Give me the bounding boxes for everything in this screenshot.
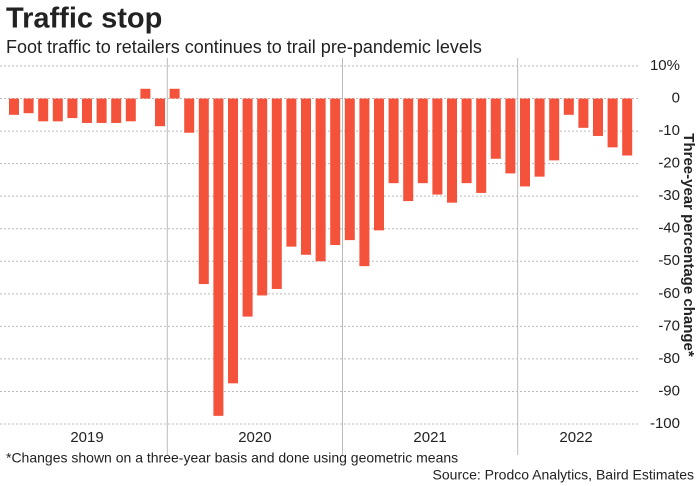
x-group-label: 2021 <box>413 429 446 446</box>
bar <box>330 98 341 245</box>
y-tick-label: -20 <box>658 155 680 172</box>
bar <box>520 98 530 187</box>
bar <box>52 98 63 122</box>
bar <box>155 98 165 127</box>
bar <box>461 98 472 184</box>
bar <box>140 88 151 99</box>
bar <box>301 98 311 255</box>
bar <box>490 98 501 159</box>
bar <box>534 98 545 177</box>
bar <box>23 98 34 114</box>
bar <box>344 98 355 241</box>
bar <box>417 98 428 184</box>
bar <box>213 98 224 416</box>
bar <box>505 98 516 174</box>
y-tick-label: -90 <box>658 382 680 399</box>
bar <box>125 98 136 122</box>
bar <box>67 98 78 119</box>
bar <box>96 98 107 123</box>
bar <box>432 98 443 195</box>
bar <box>359 98 370 267</box>
y-tick-label: -10 <box>658 122 680 139</box>
y-tick-label: -100 <box>650 415 680 432</box>
y-tick-label: 0 <box>672 90 680 107</box>
bar <box>38 98 49 122</box>
bar <box>315 98 326 262</box>
x-group-label: 2019 <box>70 429 103 446</box>
bar <box>563 98 574 115</box>
bar <box>374 98 384 231</box>
bar <box>111 98 122 123</box>
footnote: *Changes shown on a three-year basis and… <box>6 450 458 466</box>
bar <box>198 98 209 285</box>
y-tick-label: -50 <box>658 252 680 269</box>
bar <box>184 98 195 133</box>
bar <box>169 88 180 99</box>
x-group-label: 2022 <box>559 429 592 446</box>
chart-subtitle: Foot traffic to retailers continues to t… <box>6 37 482 57</box>
bar <box>242 98 253 317</box>
chart-title: Traffic stop <box>6 3 162 35</box>
y-tick-label: 10% <box>650 57 680 74</box>
bar <box>286 98 297 247</box>
bar <box>228 98 238 384</box>
bar <box>403 98 414 202</box>
source: Source: Prodco Analytics, Baird Estimate… <box>433 467 694 483</box>
y-axis-label: Three-year percentage change* <box>680 133 697 357</box>
bar <box>476 98 487 193</box>
bar <box>257 98 268 296</box>
y-tick-label: -30 <box>658 187 680 204</box>
bar <box>9 98 19 115</box>
y-tick-label: -60 <box>658 285 680 302</box>
bar <box>447 98 457 203</box>
bar <box>593 98 603 136</box>
bar <box>607 98 618 148</box>
x-group-label: 2020 <box>238 429 271 446</box>
bar <box>578 98 589 128</box>
bar <box>549 98 560 161</box>
bar <box>82 98 92 123</box>
bar <box>622 98 633 156</box>
bar <box>271 98 282 289</box>
y-tick-label: -70 <box>658 317 680 334</box>
y-tick-label: -40 <box>658 220 680 237</box>
bar <box>388 98 399 184</box>
y-tick-label: -80 <box>658 350 680 367</box>
